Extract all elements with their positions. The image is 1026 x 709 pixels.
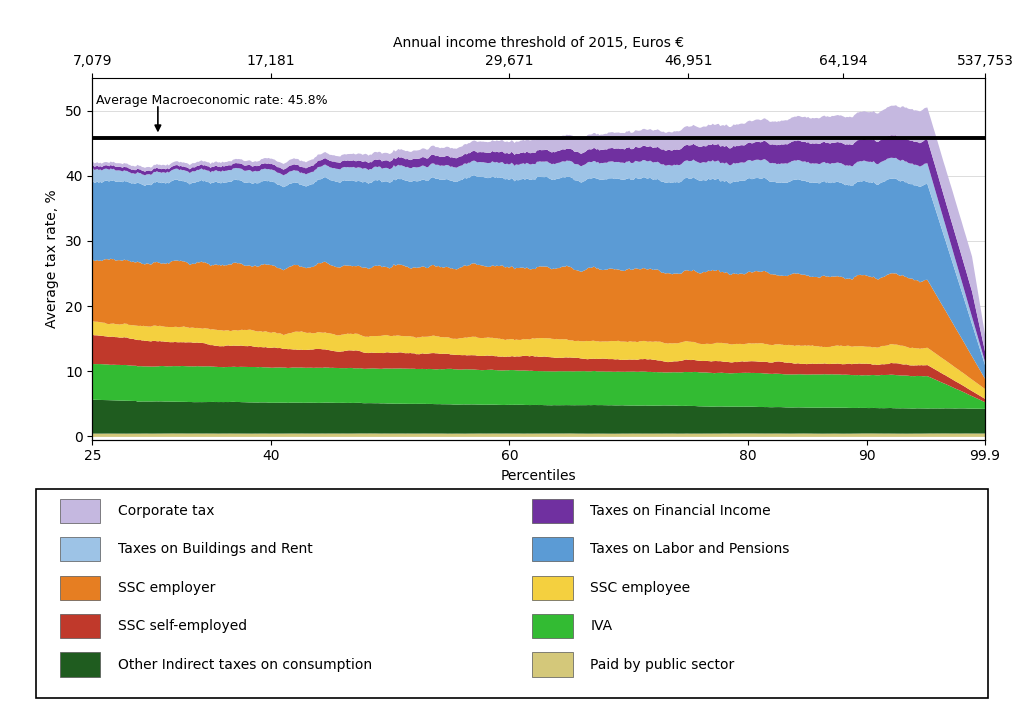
Text: IVA: IVA bbox=[590, 619, 613, 633]
Text: Corporate tax: Corporate tax bbox=[118, 503, 214, 518]
Bar bbox=[532, 498, 573, 523]
Bar bbox=[532, 614, 573, 638]
Text: SSC self-employed: SSC self-employed bbox=[118, 619, 246, 633]
Bar bbox=[532, 652, 573, 676]
Text: Average Macroeconomic rate: 45.8%: Average Macroeconomic rate: 45.8% bbox=[95, 94, 327, 107]
Text: Taxes on Financial Income: Taxes on Financial Income bbox=[590, 503, 771, 518]
Text: Taxes on Buildings and Rent: Taxes on Buildings and Rent bbox=[118, 542, 312, 556]
Bar bbox=[532, 576, 573, 600]
X-axis label: Annual income threshold of 2015, Euros €: Annual income threshold of 2015, Euros € bbox=[393, 36, 684, 50]
Text: SSC employer: SSC employer bbox=[118, 581, 215, 595]
Y-axis label: Average tax rate, %: Average tax rate, % bbox=[45, 189, 60, 328]
Text: Other Indirect taxes on consumption: Other Indirect taxes on consumption bbox=[118, 657, 371, 671]
Bar bbox=[60, 652, 101, 676]
Bar bbox=[532, 537, 573, 562]
Text: SSC employee: SSC employee bbox=[590, 581, 690, 595]
Bar bbox=[60, 576, 101, 600]
FancyBboxPatch shape bbox=[36, 489, 988, 698]
X-axis label: Percentiles: Percentiles bbox=[501, 469, 577, 483]
Bar bbox=[60, 614, 101, 638]
Bar bbox=[60, 498, 101, 523]
Bar bbox=[60, 537, 101, 562]
Text: Paid by public sector: Paid by public sector bbox=[590, 657, 735, 671]
Text: Taxes on Labor and Pensions: Taxes on Labor and Pensions bbox=[590, 542, 790, 556]
